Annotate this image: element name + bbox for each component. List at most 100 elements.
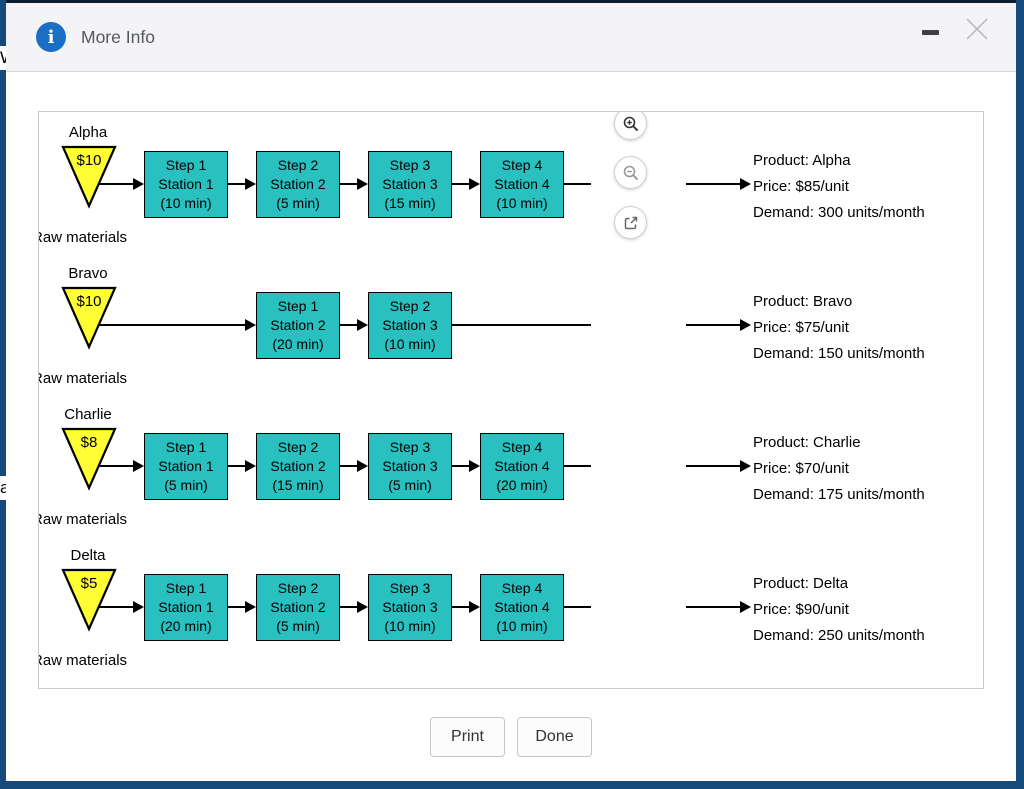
raw-materials-triangle-icon xyxy=(61,145,117,209)
background-page-fragment: W xyxy=(0,46,6,70)
step-time-label: (10 min) xyxy=(384,618,436,634)
product-info-price: Price: $70/unit xyxy=(753,460,849,477)
flow-arrow-line xyxy=(99,465,134,467)
step-time-label: (15 min) xyxy=(272,477,324,493)
step-label: Step 1 xyxy=(277,298,319,314)
info-icon xyxy=(36,22,66,52)
flow-arrow-head xyxy=(740,319,751,331)
flow-arrow-line xyxy=(452,465,470,467)
raw-cost-label: $10 xyxy=(76,293,102,310)
flow-arrow-head xyxy=(245,178,256,190)
product-info-name: Product: Alpha xyxy=(753,152,851,169)
step-box: Step 4 Station 4 (10 min) xyxy=(480,151,564,218)
product-info-price: Price: $85/unit xyxy=(753,178,849,195)
flow-arrow-head xyxy=(740,601,751,613)
flow-arrow-line xyxy=(686,324,741,326)
product-name: Delta xyxy=(70,547,106,564)
zoom-in-button[interactable] xyxy=(614,112,647,140)
station-label: Station 1 xyxy=(158,176,214,192)
raw-cost-label: $10 xyxy=(76,152,102,169)
flow-arrow-head xyxy=(740,460,751,472)
product-info: Product: Alpha Price: $85/unit Demand: 3… xyxy=(753,148,925,226)
step-time-label: (10 min) xyxy=(384,336,436,352)
product-info-name: Product: Delta xyxy=(753,575,849,592)
flow-arrow-line xyxy=(228,183,246,185)
product-row: Step 1 Station 1 (20 min) Step 2 Station… xyxy=(39,547,983,682)
step-box: Step 1 Station 1 (20 min) xyxy=(144,574,228,641)
station-label: Station 4 xyxy=(494,176,550,192)
flow-arrow-line xyxy=(99,183,134,185)
flow-arrow-head xyxy=(740,178,751,190)
station-label: Station 1 xyxy=(158,599,214,615)
flow-arrow-line xyxy=(340,465,358,467)
station-label: Station 3 xyxy=(382,458,438,474)
flow-arrow-head xyxy=(469,601,480,613)
print-button[interactable]: Print xyxy=(430,717,505,757)
flow-arrow-line xyxy=(686,465,741,467)
flow-arrow-head xyxy=(245,601,256,613)
step-box: Step 3 Station 3 (15 min) xyxy=(368,151,452,218)
flow-arrow-line xyxy=(452,606,470,608)
flow-arrow-head xyxy=(133,601,144,613)
flow-arrow-line xyxy=(564,465,591,467)
step-time-label: (5 min) xyxy=(164,477,208,493)
step-label: Step 1 xyxy=(165,580,207,596)
flow-arrow-line xyxy=(228,606,246,608)
product-info-name: Product: Bravo xyxy=(753,293,853,310)
step-label: Step 2 xyxy=(389,298,431,314)
flow-arrow-line xyxy=(564,606,591,608)
step-label: Step 3 xyxy=(389,580,431,596)
station-label: Station 2 xyxy=(270,458,326,474)
step-time-label: (5 min) xyxy=(276,618,320,634)
flow-arrow-head xyxy=(469,178,480,190)
raw-materials-triangle-icon xyxy=(61,427,117,491)
flow-arrow-line xyxy=(99,606,134,608)
station-label: Station 2 xyxy=(270,176,326,192)
product-info: Product: Bravo Price: $75/unit Demand: 1… xyxy=(753,289,925,367)
open-external-button[interactable] xyxy=(614,206,647,239)
close-icon xyxy=(966,18,988,40)
flow-arrow-head xyxy=(357,319,368,331)
close-button[interactable] xyxy=(960,12,994,46)
product-info-demand: Demand: 300 units/month xyxy=(753,204,925,221)
step-box: Step 2 Station 2 (15 min) xyxy=(256,433,340,500)
done-button[interactable]: Done xyxy=(517,717,592,757)
step-box: Step 3 Station 3 (10 min) xyxy=(368,574,452,641)
station-label: Station 2 xyxy=(270,317,326,333)
flow-arrow-line xyxy=(452,324,591,326)
step-box: Step 2 Station 2 (5 min) xyxy=(256,574,340,641)
flow-arrow-line xyxy=(452,183,470,185)
flow-arrow-head xyxy=(357,601,368,613)
step-time-label: (20 min) xyxy=(160,618,212,634)
step-time-label: (10 min) xyxy=(496,618,548,634)
process-flow-diagram: Step 1 Station 1 (10 min) Step 2 Station… xyxy=(38,111,984,689)
step-box: Step 1 Station 1 (10 min) xyxy=(144,151,228,218)
step-label: Step 3 xyxy=(389,439,431,455)
dialog-header: More Info xyxy=(6,3,1016,72)
step-label: Step 4 xyxy=(501,580,543,596)
product-info: Product: Delta Price: $90/unit Demand: 2… xyxy=(753,571,925,649)
raw-materials-label: Raw materials xyxy=(38,652,128,669)
raw-cost-label: $8 xyxy=(80,434,98,451)
station-label: Station 2 xyxy=(270,599,326,615)
step-label: Step 2 xyxy=(277,439,319,455)
flow-arrow-line xyxy=(340,324,358,326)
step-box: Step 2 Station 3 (10 min) xyxy=(368,292,452,359)
raw-materials-triangle-icon xyxy=(61,568,117,632)
minimize-button[interactable] xyxy=(922,30,939,35)
station-label: Station 1 xyxy=(158,458,214,474)
step-box: Step 2 Station 2 (5 min) xyxy=(256,151,340,218)
flow-arrow-head xyxy=(245,319,256,331)
station-label: Station 3 xyxy=(382,176,438,192)
station-label: Station 4 xyxy=(494,458,550,474)
dialog-footer: Print Done xyxy=(6,717,1016,757)
product-info-price: Price: $75/unit xyxy=(753,319,849,336)
product-name: Bravo xyxy=(68,265,108,282)
external-link-icon xyxy=(624,216,637,229)
product-row: Step 1 Station 2 (20 min) Step 2 Station… xyxy=(39,265,983,400)
raw-materials-label: Raw materials xyxy=(38,511,128,528)
raw-materials-label: Raw materials xyxy=(38,229,128,246)
zoom-out-button[interactable] xyxy=(614,156,647,189)
step-label: Step 4 xyxy=(501,157,543,173)
